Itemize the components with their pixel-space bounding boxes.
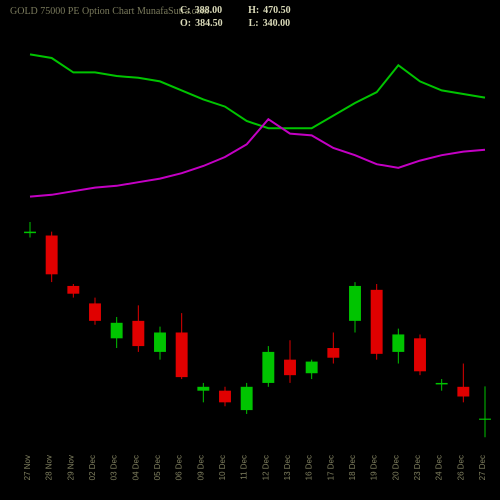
candle-body	[46, 236, 58, 275]
candle-body	[24, 232, 36, 234]
x-axis-label: 16 Dec	[305, 455, 314, 480]
x-axis-label: 20 Dec	[391, 455, 400, 480]
candle-body	[306, 362, 318, 374]
candle-body	[284, 360, 296, 376]
x-axis-label: 24 Dec	[435, 455, 444, 480]
candle-body	[349, 286, 361, 321]
close-label: C:	[180, 4, 191, 17]
x-axis-label: 27 Nov	[23, 455, 32, 480]
chart-svg: 27 Nov 28 Nov 29 Nov 02 Dec 03 Dec 04 Dec 05 D…	[0, 0, 500, 500]
candle-body	[327, 348, 339, 358]
ohlc-readout: C: 388.00 H: 470.50 O: 384.50 L: 340.00	[180, 4, 291, 30]
x-axis-label: 27 Dec	[478, 455, 487, 480]
candle-body	[154, 333, 166, 352]
x-axis-label: 04 Dec	[131, 455, 140, 480]
high-label: H:	[248, 4, 259, 17]
x-axis-label: 03 Dec	[110, 455, 119, 480]
x-axis-label: 02 Dec	[88, 455, 97, 480]
candle-body	[262, 352, 274, 383]
open-label: O:	[180, 17, 191, 30]
low-value: 340.00	[263, 17, 291, 30]
high-value: 470.50	[263, 4, 291, 17]
candle-body	[132, 321, 144, 346]
candle-body	[436, 383, 448, 385]
candle-body	[414, 338, 426, 371]
x-axis-label: 29 Nov	[66, 455, 75, 480]
x-axis-label: 12 Dec	[261, 455, 270, 480]
candle-body	[392, 334, 404, 351]
x-axis-label: 06 Dec	[175, 455, 184, 480]
x-axis-label: 28 Nov	[45, 455, 54, 480]
open-value: 384.50	[195, 17, 223, 30]
close-value: 388.00	[195, 4, 223, 17]
low-label: L:	[249, 17, 259, 30]
x-axis-label: 26 Dec	[456, 455, 465, 480]
candle-body	[111, 323, 123, 339]
x-axis-label: 11 Dec	[240, 455, 249, 480]
x-axis-label: 18 Dec	[348, 455, 357, 480]
x-axis-label: 23 Dec	[413, 455, 422, 480]
candle-body	[89, 303, 101, 320]
x-axis-label: 10 Dec	[218, 455, 227, 480]
candle-body	[197, 387, 209, 391]
candle-body	[67, 286, 79, 294]
candle-body	[479, 419, 491, 420]
x-axis-label: 05 Dec	[153, 455, 162, 480]
candle-body	[219, 391, 231, 403]
candle-body	[457, 387, 469, 397]
candle-body	[371, 290, 383, 354]
x-axis-label: 17 Dec	[326, 455, 335, 480]
x-axis-label: 19 Dec	[370, 455, 379, 480]
x-axis-label: 09 Dec	[196, 455, 205, 480]
chart-container: GOLD 75000 PE Option Chart MunafaSutra.c…	[0, 0, 500, 500]
candle-body	[176, 333, 188, 378]
candle-body	[241, 387, 253, 410]
x-axis-label: 13 Dec	[283, 455, 292, 480]
